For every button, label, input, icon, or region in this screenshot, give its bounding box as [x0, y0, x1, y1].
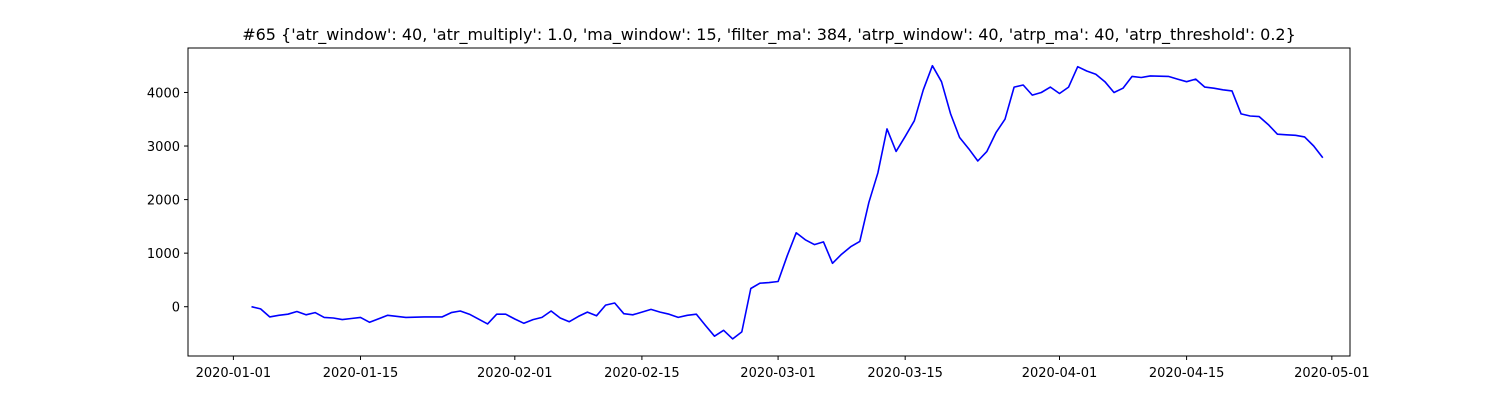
x-tick-label: 2020-02-15 [604, 366, 680, 381]
axes-frame [187, 47, 1351, 357]
y-tick-label: 2000 [147, 194, 180, 209]
chart-title: #65 {'atr_window': 40, 'atr_multiply': 1… [242, 25, 1296, 45]
x-tick-label: 2020-03-01 [740, 366, 816, 381]
x-tick-label: 2020-02-01 [477, 366, 553, 381]
series-line-0 [251, 64, 1324, 340]
plot-area: 2020-01-01 2020-01-15 2020-02-01 2020-02-15… [147, 47, 1370, 381]
y-tick-label: 0 [172, 301, 180, 316]
x-tick-label: 2020-04-01 [1022, 366, 1098, 381]
y-tick-label: 3000 [147, 140, 180, 155]
x-tick-label: 2020-01-15 [323, 366, 399, 381]
x-tick-label: 2020-01-01 [196, 366, 272, 381]
x-tick-label: 2020-03-15 [867, 366, 943, 381]
x-tick-label: 2020-04-15 [1149, 366, 1225, 381]
y-tick-label: 4000 [147, 86, 180, 101]
y-tick-label: 1000 [147, 247, 180, 262]
x-tick-label: 2020-05-01 [1294, 366, 1370, 381]
